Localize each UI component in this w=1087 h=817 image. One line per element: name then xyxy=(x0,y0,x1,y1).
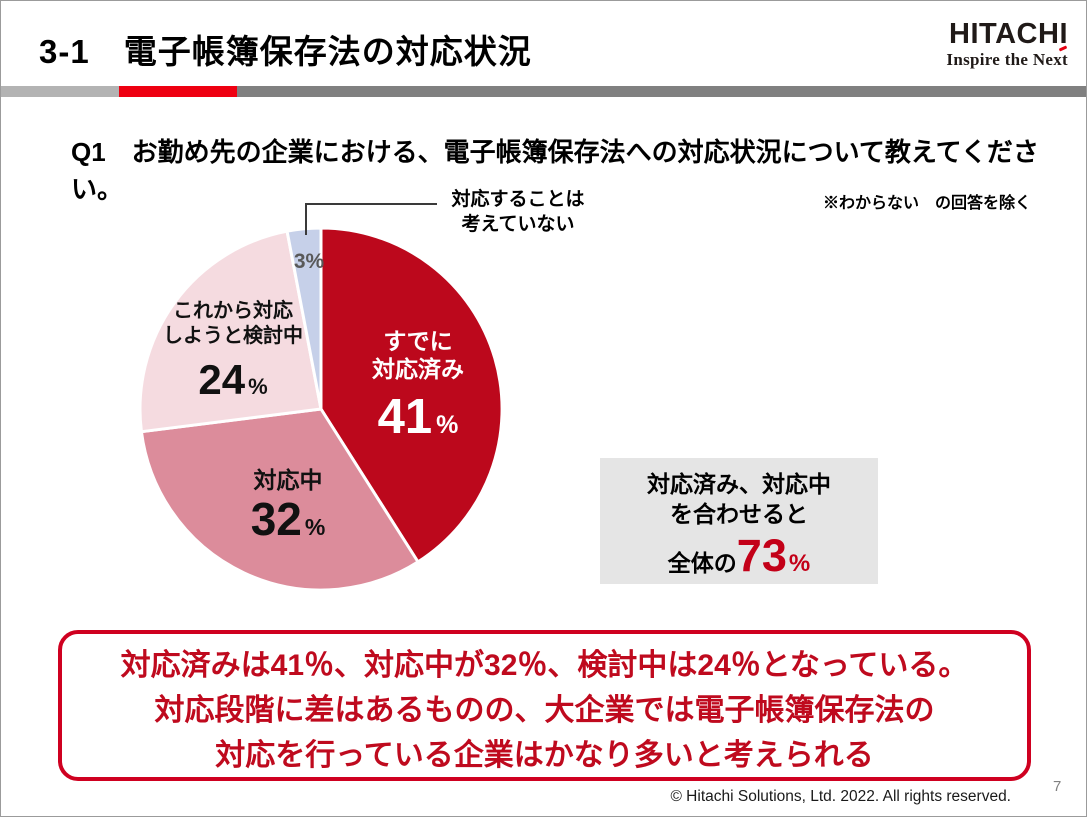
logo-tagline-text: Inspire the Next xyxy=(946,50,1068,69)
callout-line1: 対応することは xyxy=(451,189,585,210)
callout-label-not-planning: 対応することは 考えていない xyxy=(437,187,599,237)
callout-leader-line-vertical xyxy=(305,203,307,235)
divider-segment-dark-gray xyxy=(237,86,1086,97)
pie-label-done: すでに 対応済み 41 % xyxy=(338,327,498,443)
conclusion-line2: 対応段階に差はあるものの、大企業では電子帳簿保存法の xyxy=(154,694,935,727)
pie-unit-considering: % xyxy=(248,374,268,399)
pie-value-considering: 24 xyxy=(198,356,246,403)
hitachi-logo: HITACHI Inspire the Next xyxy=(906,19,1068,70)
pie-label-considering-line2: しようと検討中 xyxy=(163,325,303,347)
pie-value-not-planning: 3% xyxy=(293,250,325,273)
conclusion-line3: 対応を行っている企業はかなり多いと考えられる xyxy=(215,739,874,772)
conclusion-box: 対応済みは41％、対応中が32％、検討中は24％となっている。 対応段階に差はあ… xyxy=(58,630,1031,781)
summary-box: 対応済み、対応中 を合わせると 全体の 73 % xyxy=(600,458,878,584)
pie-unit-done: % xyxy=(436,411,459,439)
callout-leader-line-horizontal xyxy=(305,203,437,205)
pie-label-in-progress: 対応中 32 % xyxy=(208,467,368,544)
summary-line1: 対応済み、対応中 xyxy=(647,471,831,497)
pie-label-considering-line1: これから対応 xyxy=(173,300,293,322)
title-divider-bar xyxy=(1,86,1086,97)
page-number: 7 xyxy=(1053,778,1062,795)
copyright-text: © Hitachi Solutions, Ltd. 2022. All righ… xyxy=(670,788,1011,805)
callout-line2: 考えていない xyxy=(461,214,575,235)
pie-label-in-progress-line1: 対応中 xyxy=(253,467,323,493)
exclusion-note: ※わからない の回答を除く xyxy=(823,195,1032,212)
pie-slice-not-planning xyxy=(285,226,323,411)
conclusion-line1: 対応済みは41％、対応中が32％、検討中は24％となっている。 xyxy=(120,649,969,682)
pie-chart xyxy=(138,226,504,592)
divider-segment-red xyxy=(119,86,237,97)
pie-label-considering: これから対応 しようと検討中 24 % xyxy=(147,299,319,404)
pie-slice-in-progress xyxy=(139,407,420,592)
pie-slice-considering xyxy=(138,229,323,434)
pie-value-done: 41 xyxy=(377,390,433,444)
pie-unit-in-progress: % xyxy=(304,514,326,540)
summary-line2: を合わせると xyxy=(670,501,808,527)
logo-brand-text: HITACHI xyxy=(949,18,1068,50)
summary-total: 全体の 73 % xyxy=(600,533,878,578)
summary-total-unit: % xyxy=(788,550,811,577)
pie-label-done-line1: すでに xyxy=(383,328,453,354)
survey-question: Q1 お勤め先の企業における、電子帳簿保存法への対応状況について教えてください。 xyxy=(71,137,1039,204)
pie-label-done-line2: 対応済み xyxy=(372,356,464,382)
logo-tagline: Inspire the Next xyxy=(946,45,1068,70)
summary-total-prefix: 全体の xyxy=(667,550,737,576)
page-title: 3-1 電子帳簿保存法の対応状況 xyxy=(39,33,532,70)
divider-segment-light-gray xyxy=(1,86,119,97)
pie-value-in-progress: 32 xyxy=(250,493,302,545)
summary-total-value: 73 xyxy=(736,530,787,581)
